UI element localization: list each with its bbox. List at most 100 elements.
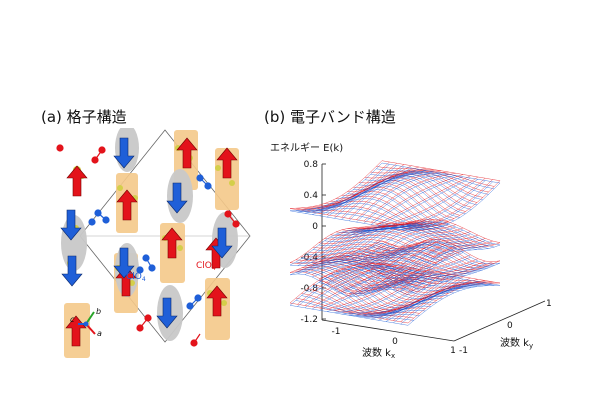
band-wireframe-line bbox=[335, 258, 455, 280]
ky-tick: 1 bbox=[546, 299, 552, 309]
y-tick: 0.8 bbox=[304, 160, 319, 170]
band-wireframe-line bbox=[381, 262, 501, 284]
spin-up-arrow bbox=[161, 227, 183, 259]
crystal-axes: b a c bbox=[70, 307, 102, 338]
ky-tick: -1 bbox=[459, 346, 468, 356]
band-wireframe-line bbox=[370, 265, 489, 287]
panel-a-title: (a) 格子構造 bbox=[41, 108, 127, 126]
kx-tick: 1 bbox=[450, 346, 456, 356]
kx-tick: -1 bbox=[332, 327, 341, 337]
y-tick: -1.2 bbox=[300, 315, 318, 325]
band-wireframe-line bbox=[385, 176, 479, 225]
band-wireframe-line bbox=[400, 243, 493, 284]
band-structure-plot: エネルギー E(k) 0.8 0.4 0 -0.4 -0.8 -1.2 -1 0… bbox=[270, 142, 552, 360]
spin-down-arrow bbox=[113, 137, 135, 169]
band-wireframe-line bbox=[400, 181, 493, 230]
axis-a-label: a bbox=[97, 329, 102, 338]
band-wireframe-line bbox=[289, 271, 409, 295]
band-wireframe-line bbox=[400, 283, 493, 325]
band-wireframe-line bbox=[381, 219, 501, 243]
panel-b-title: (b) 電子バンド構造 bbox=[264, 108, 396, 126]
ky-tick-labels: -1 0 1 bbox=[459, 299, 552, 356]
spin-up-arrow bbox=[116, 189, 138, 221]
band-wireframe-line bbox=[347, 177, 466, 215]
spin-up-arrow bbox=[66, 165, 88, 197]
spin-down-arrow bbox=[61, 255, 83, 287]
ky-axis-label: 波数 ky bbox=[500, 336, 533, 350]
band-wireframe-line bbox=[370, 225, 489, 249]
spin-down-arrow bbox=[166, 182, 188, 214]
band-wireframe-line bbox=[407, 180, 501, 229]
band-wireframe-line bbox=[335, 180, 455, 219]
kx-axis-line bbox=[321, 319, 455, 342]
band-wireframe-line bbox=[289, 222, 383, 263]
band-wireframe-line bbox=[341, 179, 460, 218]
band-wireframe-line bbox=[381, 221, 501, 246]
band-wireframe-line bbox=[364, 173, 483, 201]
spin-up-arrow bbox=[216, 147, 238, 179]
y-tick: 0 bbox=[312, 222, 318, 232]
band-wireframe-line bbox=[356, 274, 449, 315]
ky-axis-line bbox=[453, 300, 546, 342]
spin-down-arrows bbox=[60, 137, 233, 329]
clo4-anions-red bbox=[56, 144, 240, 347]
band-wireframe-line bbox=[341, 257, 460, 278]
band-wireframe-line bbox=[335, 230, 455, 255]
band-wireframe-line bbox=[381, 239, 501, 263]
band-wireframe-line bbox=[400, 281, 493, 322]
band-wireframe-line bbox=[356, 174, 449, 223]
kx-tick-labels: -1 0 1 bbox=[332, 327, 456, 356]
spin-down-arrow bbox=[211, 227, 233, 259]
clo4-label-red: ClO4 bbox=[196, 261, 216, 272]
band-wireframe-line bbox=[378, 233, 471, 275]
plot-box bbox=[321, 164, 546, 342]
band-wireframe-line bbox=[400, 179, 493, 228]
band-wireframe-line bbox=[376, 241, 495, 265]
spin-up-arrow bbox=[176, 137, 198, 169]
band-wireframe-line bbox=[353, 251, 472, 272]
band-wireframe-line bbox=[381, 265, 501, 286]
band-wireframe-line bbox=[378, 177, 471, 227]
band-wireframe-line bbox=[358, 251, 478, 273]
band-wireframe-line bbox=[381, 241, 501, 265]
band-wireframe-line bbox=[297, 164, 390, 213]
band-wireframe-line bbox=[376, 221, 495, 246]
band-wireframe-line bbox=[370, 263, 489, 285]
band-wireframe-line bbox=[393, 282, 486, 324]
band-wireframe-line bbox=[353, 175, 472, 210]
axis-b-label: b bbox=[96, 307, 101, 316]
band-wireframe-line bbox=[347, 227, 466, 252]
band-wireframe-line bbox=[370, 222, 489, 247]
ky-tick: 0 bbox=[507, 321, 513, 331]
band-wireframe-line bbox=[376, 244, 495, 267]
band-wireframe-line bbox=[358, 174, 478, 206]
axis-c-label: c bbox=[70, 315, 75, 324]
band-wireframe-line bbox=[370, 246, 489, 269]
y-tick: 0.4 bbox=[304, 191, 319, 201]
energy-axis-label: エネルギー E(k) bbox=[270, 142, 343, 154]
spin-down-arrow bbox=[156, 297, 178, 329]
band-wireframe-line bbox=[381, 162, 501, 184]
band-wireframe-line bbox=[407, 285, 501, 326]
band-wireframe-line bbox=[356, 276, 449, 317]
band-surfaces bbox=[289, 160, 501, 326]
band-wireframe-line bbox=[376, 168, 495, 190]
band-wireframe-line bbox=[370, 170, 489, 193]
band-wireframe-line bbox=[364, 265, 483, 291]
clo4-label-blue: ClO4 bbox=[126, 272, 146, 283]
band-wireframe-line bbox=[356, 241, 449, 295]
band-wireframe-line bbox=[347, 255, 466, 276]
band-wireframe-line bbox=[341, 254, 460, 276]
band-wireframe-line bbox=[385, 179, 479, 228]
y-tick: -0.4 bbox=[300, 253, 318, 263]
band-wireframe-line bbox=[370, 172, 489, 195]
band-wireframe-line bbox=[385, 281, 478, 322]
kx-axis-label: 波数 kx bbox=[362, 346, 395, 360]
spin-down-arrow bbox=[60, 209, 82, 241]
band-wireframe-line bbox=[376, 223, 495, 248]
band-wireframe-line bbox=[381, 160, 501, 181]
band-wireframe-line bbox=[407, 182, 501, 232]
kx-tick: 0 bbox=[392, 337, 398, 347]
clo4-anions-blue bbox=[88, 174, 212, 310]
lattice-structure-diagram: ClO4 ClO4 b a c bbox=[56, 128, 251, 358]
